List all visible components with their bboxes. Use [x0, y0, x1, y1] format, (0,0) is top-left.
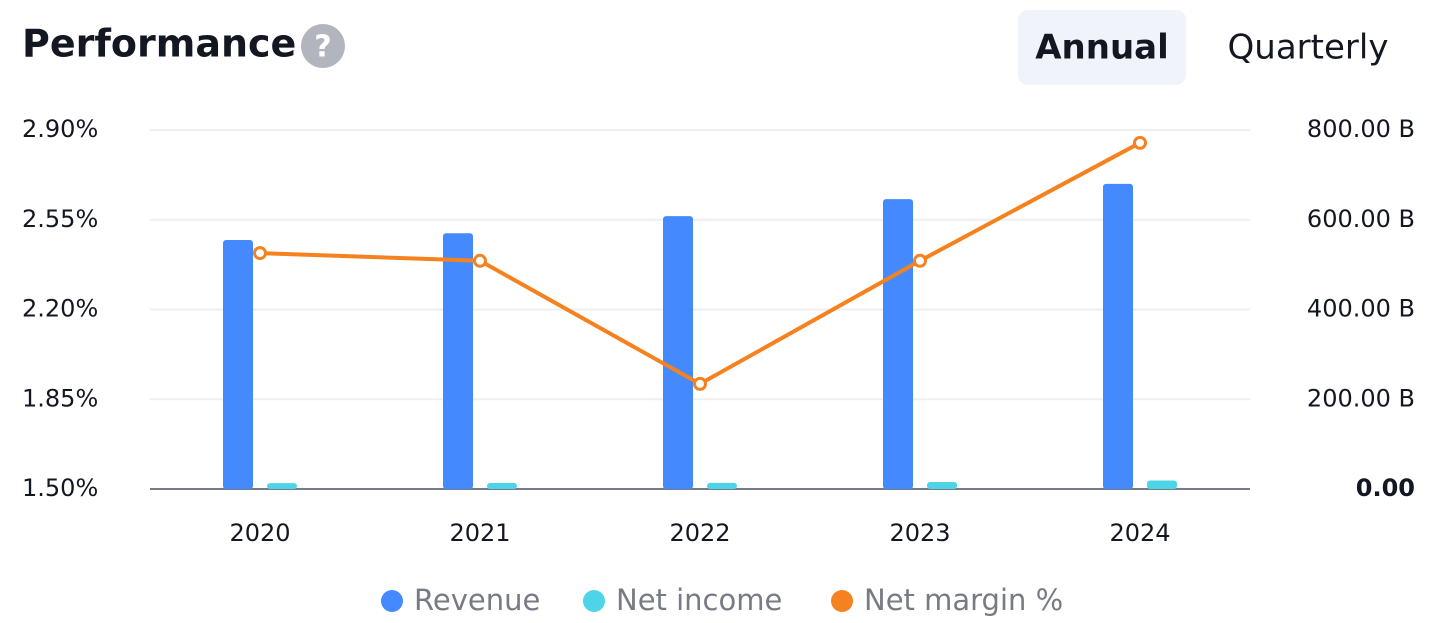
point	[1133, 135, 1147, 150]
legend-marker	[583, 590, 605, 612]
bar	[223, 239, 253, 489]
point	[473, 253, 487, 268]
bar	[663, 216, 693, 489]
y2-tick-label: 600.00 B	[1307, 205, 1415, 233]
x-tick-label: 2020	[229, 519, 290, 547]
help-icon[interactable]	[301, 24, 345, 68]
point	[693, 376, 707, 391]
y-tick-label: 2.90%	[22, 115, 98, 143]
legend-label: Net income	[616, 583, 782, 617]
x-tick-label: 2023	[889, 519, 950, 547]
y2-tick-label: 800.00 B	[1307, 115, 1415, 143]
legend-label: Net margin %	[864, 583, 1063, 617]
bar	[487, 482, 517, 489]
tab-annual[interactable]: Annual	[1035, 28, 1169, 68]
tab-active-bg[interactable]	[1018, 10, 1186, 85]
legend-label: Revenue	[414, 583, 540, 617]
bar	[883, 199, 913, 490]
legend-marker	[381, 590, 403, 612]
y-tick-label: 1.50%	[22, 474, 98, 502]
y-tick-label: 1.85%	[22, 384, 98, 412]
x-tick-label: 2021	[449, 519, 510, 547]
y2-tick-label: 400.00 B	[1307, 295, 1415, 323]
legend-marker	[831, 590, 853, 612]
point	[253, 246, 267, 261]
bar	[443, 233, 473, 489]
tab-quarterly[interactable]: Quarterly	[1228, 28, 1389, 68]
bar	[707, 482, 737, 489]
chart-title: Performance	[22, 22, 296, 66]
bar	[267, 483, 297, 489]
y2-tick-label: 0.00	[1356, 474, 1415, 502]
bar	[1147, 480, 1177, 489]
x-tick-label: 2022	[669, 519, 730, 547]
y2-tick-label: 200.00 B	[1307, 384, 1415, 412]
point	[913, 253, 927, 268]
x-tick-label: 2024	[1109, 519, 1170, 547]
line	[259, 141, 1141, 387]
bar	[927, 482, 957, 489]
y-tick-label: 2.20%	[22, 295, 98, 323]
bar	[1103, 183, 1133, 489]
y-tick-label: 2.55%	[22, 205, 98, 233]
help-icon-glyph[interactable]: ?	[314, 30, 331, 65]
